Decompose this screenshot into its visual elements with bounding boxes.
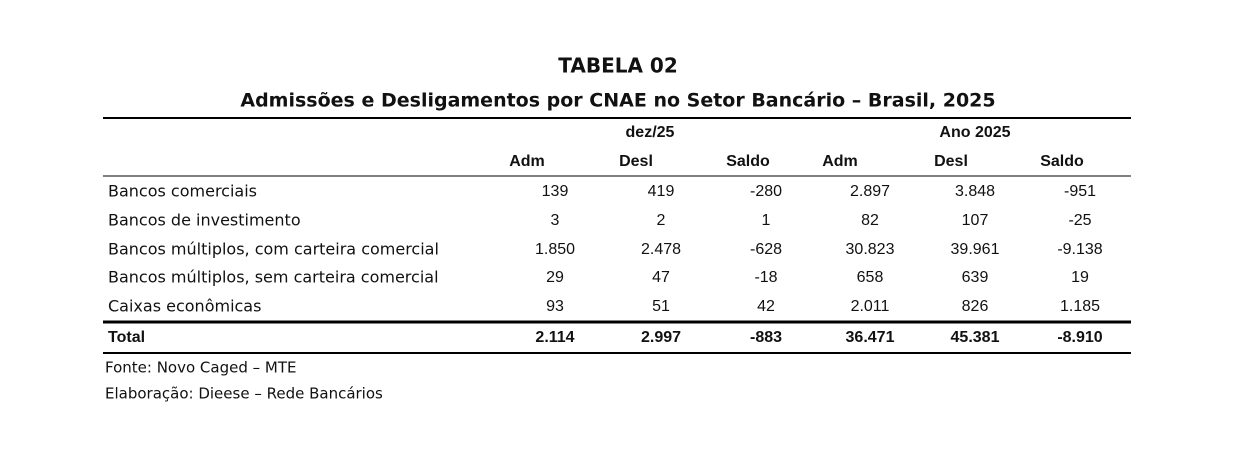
cell: -18: [754, 269, 777, 286]
cell: 826: [962, 298, 989, 315]
total-cell: 2.114: [535, 329, 574, 346]
table-subtitle: Admissões e Desligamentos por CNAE no Se…: [240, 90, 995, 112]
row-label: Bancos múltiplos, com carteira comercial: [108, 240, 439, 259]
total-cell: 2.997: [641, 329, 681, 346]
cell: 19: [1071, 269, 1089, 286]
cell: 1.850: [535, 241, 575, 258]
row-label: Bancos comerciais: [108, 182, 257, 201]
column-header: Adm: [822, 153, 858, 170]
cell: 3: [551, 212, 560, 229]
column-header: Adm: [509, 153, 545, 170]
total-cell: 36.471: [846, 329, 895, 346]
cell: -951: [1064, 183, 1096, 200]
cell: 29: [546, 269, 564, 286]
row-label: Caixas econômicas: [108, 297, 261, 316]
cell: 51: [652, 298, 670, 315]
cell: 93: [546, 298, 564, 315]
cell: 2.011: [851, 298, 890, 315]
cell: 419: [648, 183, 675, 200]
footnote: Elaboração: Dieese – Rede Bancários: [105, 385, 383, 403]
cell: 42: [757, 298, 775, 315]
column-header: Saldo: [1040, 153, 1084, 170]
cell: -9.138: [1057, 241, 1102, 258]
cell: 1.185: [1060, 298, 1100, 315]
cell: 139: [542, 183, 569, 200]
row-label: Bancos múltiplos, sem carteira comercial: [108, 268, 439, 287]
group-header: dez/25: [626, 124, 675, 141]
cell: -280: [750, 183, 782, 200]
cell: 658: [857, 269, 884, 286]
cell: -628: [750, 241, 782, 258]
cell: 2: [657, 212, 666, 229]
cell: 2.897: [850, 183, 890, 200]
cell: 39.961: [951, 241, 1000, 258]
cell: 30.823: [846, 241, 895, 258]
cell: -25: [1068, 212, 1091, 229]
cell: 2.478: [641, 241, 681, 258]
cell: 107: [962, 212, 989, 229]
footnote: Fonte: Novo Caged – MTE: [105, 359, 296, 377]
cell: 47: [652, 269, 670, 286]
column-header: Saldo: [726, 153, 770, 170]
cell: 639: [962, 269, 989, 286]
total-cell: -883: [750, 329, 782, 346]
column-header: Desl: [619, 153, 653, 170]
column-header: Desl: [934, 153, 968, 170]
total-cell: 45.381: [951, 329, 1000, 346]
total-label: Total: [108, 329, 145, 346]
cell: 82: [861, 212, 879, 229]
cell: 3.848: [955, 183, 995, 200]
total-cell: -8.910: [1057, 329, 1102, 346]
group-header: Ano 2025: [939, 124, 1010, 141]
table-title: TABELA 02: [558, 54, 678, 78]
cell: 1: [762, 212, 771, 229]
row-label: Bancos de investimento: [108, 211, 301, 230]
